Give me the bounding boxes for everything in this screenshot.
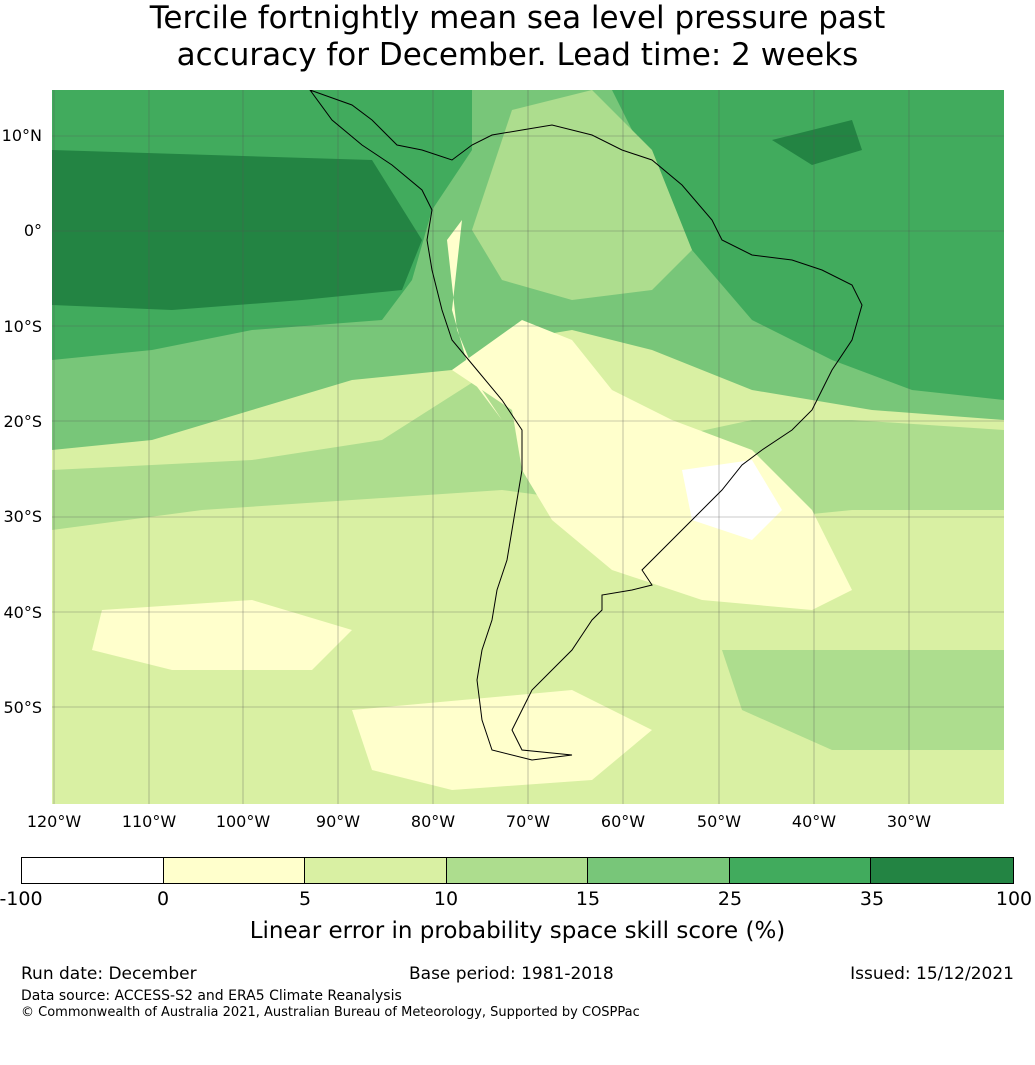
colorbar-tick-25: 25: [717, 888, 743, 910]
lon-label-50w: 50°W: [696, 812, 742, 831]
lon-label-110w: 110°W: [121, 812, 177, 831]
base-period: Base period: 1981-2018: [409, 964, 614, 984]
map-panel: [52, 90, 1004, 804]
lon-label-30w: 30°W: [886, 812, 932, 831]
lat-label-10n: 10°N: [1, 126, 42, 145]
andes-coast-strip: [447, 220, 502, 420]
lat-label-40s: 40°S: [3, 603, 42, 622]
colorbar-tick-10: 10: [433, 888, 459, 910]
colorbar: [21, 857, 1014, 884]
skill-band-35-100-atlantic: [772, 120, 862, 165]
lat-label-50s: 50°S: [3, 698, 42, 717]
colorbar-tick-100: 100: [995, 888, 1033, 910]
colorbar-segment-0-5: [163, 858, 306, 883]
run-date: Run date: December: [21, 964, 197, 984]
lon-label-90w: 90°W: [315, 812, 361, 831]
colorbar-segment-neg100-0: [22, 858, 164, 883]
chart-title: Tercile fortnightly mean sea level press…: [0, 0, 1035, 74]
data-source: Data source: ACCESS-S2 and ERA5 Climate …: [21, 988, 402, 1004]
colorbar-segment-35-100: [871, 858, 1014, 883]
lon-label-80w: 80°W: [410, 812, 456, 831]
title-line-2: accuracy for December. Lead time: 2 week…: [176, 37, 859, 73]
skill-map: [52, 90, 1004, 804]
skill-band-0-5-pacific-south: [92, 600, 352, 670]
title-line-1: Tercile fortnightly mean sea level press…: [149, 0, 886, 36]
lat-label-0: 0°: [23, 221, 42, 240]
colorbar-segment-5-10: [305, 858, 448, 883]
colorbar-tick-35: 35: [859, 888, 885, 910]
lon-label-70w: 70°W: [505, 812, 551, 831]
skill-band-10-15-amazon: [472, 90, 692, 300]
colorbar-segment-25-35: [729, 858, 872, 883]
coastline: [309, 90, 863, 761]
colorbar-tick-neg100: -100: [0, 888, 43, 910]
colorbar-segment-15-25: [587, 858, 730, 883]
issued-date: Issued: 15/12/2021: [850, 964, 1014, 984]
skill-band-35-100-pacific: [52, 150, 422, 310]
copyright: © Commonwealth of Australia 2021, Austra…: [21, 1005, 640, 1020]
lat-label-20s: 20°S: [3, 412, 42, 431]
skill-band-25-35-atlantic: [612, 90, 1004, 400]
lon-label-100w: 100°W: [215, 812, 271, 831]
skill-band-0-5-drake: [352, 690, 652, 790]
skill-band-10-15-southatlantic: [722, 650, 1004, 750]
colorbar-segment-10-15: [447, 858, 588, 883]
colorbar-tick-5: 5: [298, 888, 312, 910]
graticule: [52, 90, 1004, 804]
lon-label-120w: 120°W: [26, 812, 82, 831]
lon-label-60w: 60°W: [600, 812, 646, 831]
skill-band-negative: [682, 460, 782, 540]
lat-label-30s: 30°S: [3, 507, 42, 526]
lat-label-10s: 10°S: [3, 317, 42, 336]
lon-label-40w: 40°W: [791, 812, 837, 831]
colorbar-label: Linear error in probability space skill …: [249, 918, 786, 944]
colorbar-tick-0: 0: [156, 888, 170, 910]
colorbar-tick-15: 15: [575, 888, 601, 910]
